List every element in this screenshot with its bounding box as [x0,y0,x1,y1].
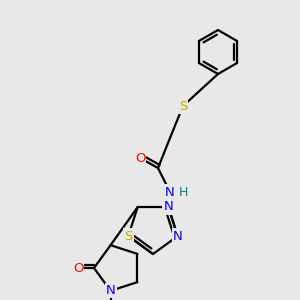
Text: N: N [106,284,116,297]
Text: O: O [73,262,83,275]
Text: H: H [178,185,188,199]
Text: N: N [173,230,183,242]
Text: O: O [135,152,145,164]
Text: N: N [164,200,173,214]
Text: N: N [165,185,175,199]
Text: S: S [124,230,133,242]
Text: S: S [179,100,187,112]
